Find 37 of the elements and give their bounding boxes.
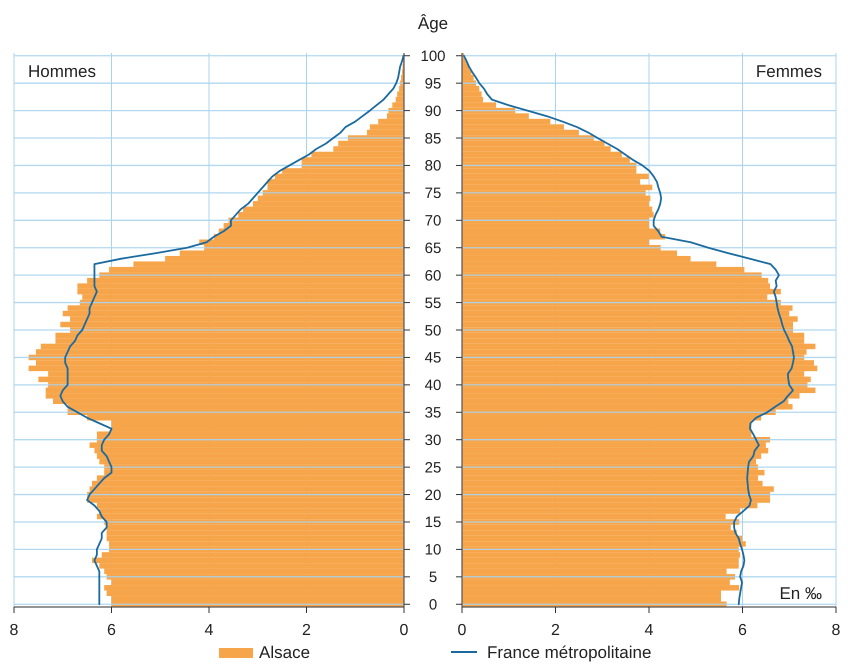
y-tick-label: 75 bbox=[424, 185, 442, 202]
y-tick-label: 60 bbox=[424, 267, 442, 284]
y-tick-label: 0 bbox=[428, 596, 438, 614]
y-tick-label: 70 bbox=[424, 212, 442, 230]
x-tick-label: 0 bbox=[400, 622, 409, 639]
y-tick-label: 80 bbox=[424, 158, 442, 175]
y-tick-label: 85 bbox=[424, 130, 442, 148]
y-tick-label: 15 bbox=[424, 514, 442, 532]
x-tick-label: 2 bbox=[551, 622, 560, 639]
y-tick-label: 30 bbox=[424, 432, 442, 449]
annotation: Femmes bbox=[756, 62, 822, 81]
legend-label: France métropolitaine bbox=[487, 643, 652, 662]
annotation: Hommes bbox=[28, 62, 96, 81]
x-tick-label: 2 bbox=[302, 622, 312, 639]
y-tick-label: 100 bbox=[420, 48, 446, 65]
x-tick-label: 0 bbox=[458, 622, 467, 639]
x-tick-label: 8 bbox=[10, 622, 19, 639]
y-tick-label: 95 bbox=[424, 75, 442, 92]
y-tick-label: 40 bbox=[424, 377, 442, 394]
y-tick-label: 20 bbox=[424, 486, 442, 504]
x-tick-label: 4 bbox=[204, 622, 214, 639]
y-tick-label: 35 bbox=[424, 404, 442, 422]
legend-label: Alsace bbox=[259, 643, 310, 662]
y-tick-label: 10 bbox=[424, 542, 442, 559]
annotation: En ‰ bbox=[779, 584, 822, 603]
x-tick-label: 4 bbox=[644, 622, 654, 639]
y-tick-label: 90 bbox=[424, 102, 442, 120]
y-tick-label: 55 bbox=[424, 294, 442, 312]
x-tick-label: 6 bbox=[107, 622, 116, 639]
y-axis-title: Âge bbox=[418, 14, 448, 33]
y-tick-label: 65 bbox=[424, 240, 442, 257]
x-tick-label: 8 bbox=[832, 622, 841, 639]
y-tick-label: 50 bbox=[424, 322, 442, 340]
y-tick-label: 45 bbox=[424, 350, 442, 367]
y-tick-label: 5 bbox=[428, 569, 438, 586]
x-tick-label: 6 bbox=[738, 622, 748, 639]
y-tick-label: 25 bbox=[424, 459, 442, 476]
